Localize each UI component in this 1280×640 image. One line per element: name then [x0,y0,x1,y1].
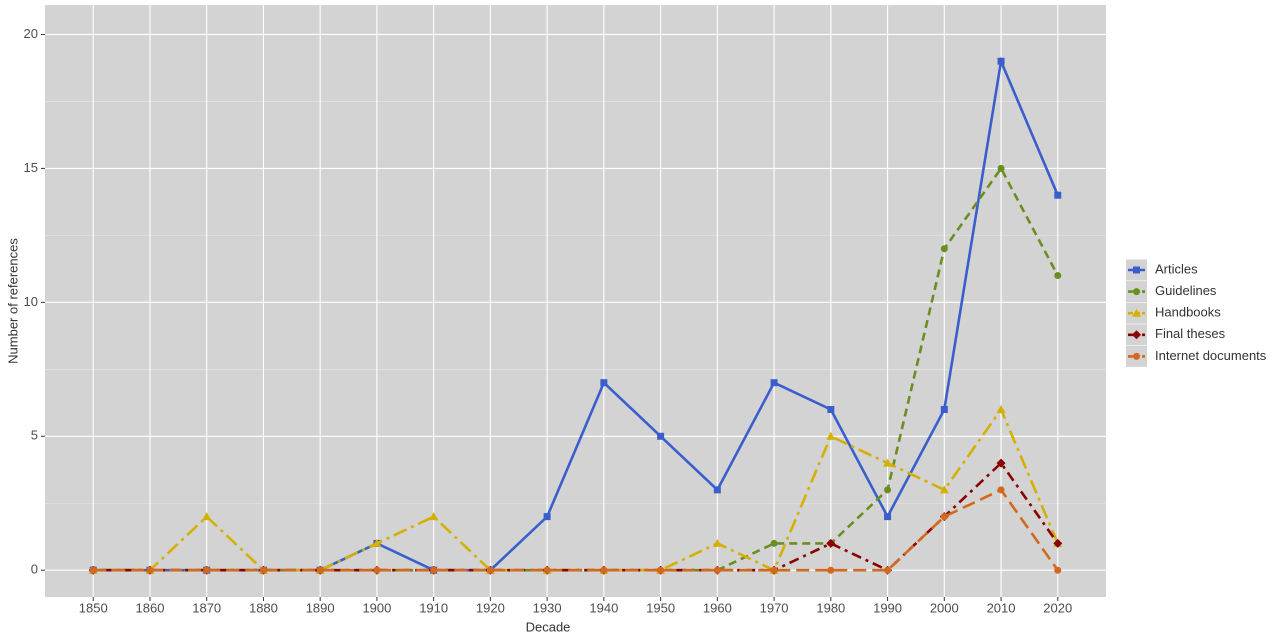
marker [770,566,778,574]
x-tick-label: 2000 [930,600,959,615]
marker [939,485,949,494]
y-axis-label: Number of references [5,238,20,364]
marker [89,566,97,574]
marker [203,566,211,574]
marker [543,566,551,574]
marker [884,566,892,574]
marker [713,566,721,574]
x-tick-label: 1900 [362,600,391,615]
legend-label: Internet documents [1155,348,1267,363]
marker [1054,191,1062,199]
marker [1054,566,1062,574]
marker [1053,538,1063,548]
legend-label: Final theses [1155,326,1226,341]
marker [372,538,382,547]
marker [827,566,835,574]
y-tick-label: 15 [24,160,38,175]
y-tick-label: 0 [31,562,38,577]
y-tick-label: 20 [24,26,38,41]
marker [1133,266,1140,274]
marker [1132,308,1141,317]
marker [940,245,948,253]
marker [146,566,154,574]
marker [883,458,893,467]
marker [429,512,439,521]
marker [826,431,836,440]
marker [1133,352,1140,360]
marker [997,486,1005,494]
series-line [93,488,1059,572]
marker [600,379,608,387]
plot-background [45,5,1106,597]
x-tick-label: 1870 [192,600,221,615]
marker [430,566,438,574]
y-tick-label: 5 [31,428,38,443]
marker [713,486,721,494]
marker [996,458,1006,468]
marker [657,432,665,440]
legend-label: Handbooks [1155,305,1221,320]
marker [770,539,778,547]
marker [884,513,892,521]
x-tick-label: 2020 [1043,600,1072,615]
x-tick-label: 1930 [533,600,562,615]
x-tick-label: 1960 [703,600,732,615]
series-line [93,406,1059,572]
marker [997,57,1005,65]
x-tick-label: 1990 [873,600,902,615]
marker [940,405,948,413]
marker [770,379,778,387]
marker [1132,330,1141,340]
marker [259,566,267,574]
x-tick-label: 2010 [987,600,1016,615]
marker [827,405,835,413]
marker [373,566,381,574]
marker [316,566,324,574]
x-tick-label: 1880 [249,600,278,615]
marker [997,164,1005,172]
marker [1054,272,1062,280]
marker [940,513,948,521]
marker [884,486,892,494]
marker [1133,288,1140,296]
marker [486,566,494,574]
marker [712,538,722,547]
x-axis-label: Decade [526,619,571,634]
legend-label: Articles [1155,261,1198,276]
x-tick-label: 1950 [646,600,675,615]
marker [826,538,836,548]
x-tick-label: 1850 [79,600,108,615]
y-tick-label: 10 [24,294,38,309]
x-tick-label: 1940 [589,600,618,615]
x-tick-label: 1860 [136,600,165,615]
x-tick-label: 1920 [476,600,505,615]
marker [600,566,608,574]
x-tick-label: 1970 [760,600,789,615]
x-tick-label: 1980 [816,600,845,615]
marker [996,404,1006,413]
marker [543,513,551,521]
legend-label: Guidelines [1155,283,1217,298]
x-tick-label: 1910 [419,600,448,615]
marker [657,566,665,574]
marker [202,512,212,521]
x-tick-label: 1890 [306,600,335,615]
